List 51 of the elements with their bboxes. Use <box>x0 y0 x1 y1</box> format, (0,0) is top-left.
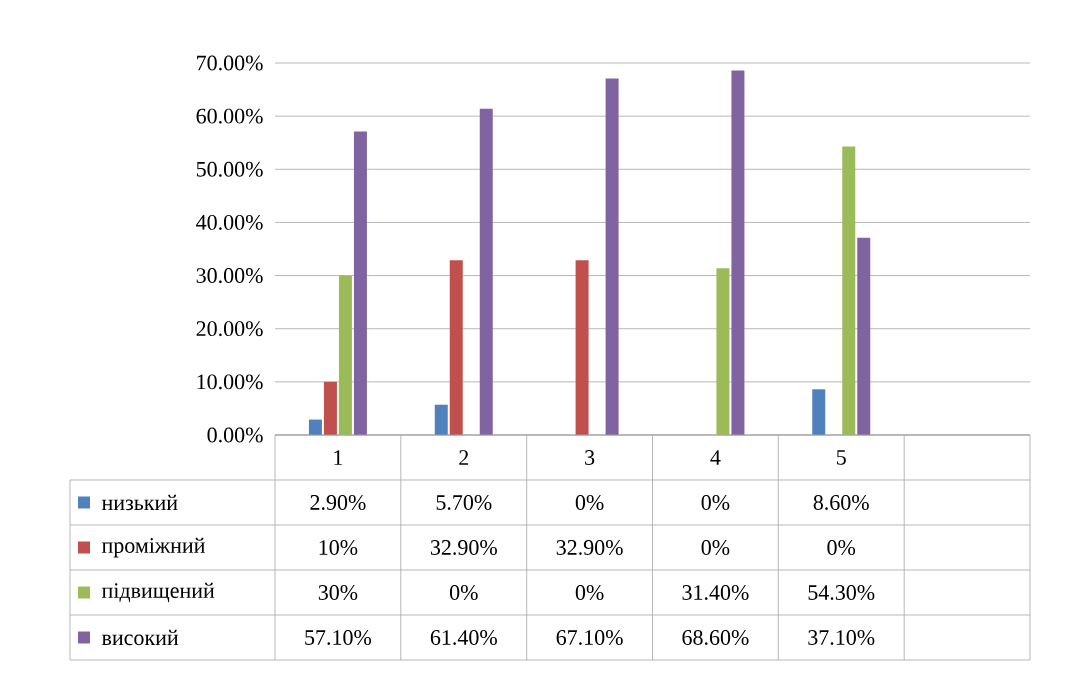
data-label: 37.10% <box>808 630 875 645</box>
data-label: 2.90% <box>310 495 366 510</box>
x-tick-label: 5 <box>837 450 846 465</box>
data-label: 68.60% <box>682 630 749 645</box>
data-label: 0% <box>449 585 478 600</box>
data-label: 5.70% <box>436 495 492 510</box>
bar <box>857 237 871 435</box>
data-label: 0% <box>575 495 604 510</box>
bar <box>812 389 826 435</box>
legend-label: високий <box>101 629 179 646</box>
bar <box>449 260 463 435</box>
bar <box>575 260 589 435</box>
bar <box>731 70 745 435</box>
y-tick-label: 50.00% <box>196 161 263 177</box>
data-label: 0% <box>575 585 604 600</box>
y-tick-label: 20.00% <box>196 321 263 337</box>
data-label: 0% <box>827 540 856 555</box>
data-label: 57.10% <box>305 630 372 645</box>
bar <box>323 381 337 435</box>
data-label: 30% <box>318 585 358 600</box>
y-tick-label: 0.00% <box>207 427 263 443</box>
y-tick-label: 40.00% <box>196 214 263 230</box>
x-tick-label: 4 <box>710 450 721 465</box>
data-label: 0% <box>701 495 730 510</box>
x-tick-label: 2 <box>459 450 469 465</box>
x-tick-label: 1 <box>334 450 343 465</box>
bar <box>605 78 619 435</box>
legend-label: низький <box>101 494 178 511</box>
y-tick-label: 30.00% <box>196 268 263 284</box>
y-tick-label: 60.00% <box>196 108 263 124</box>
data-label: 8.60% <box>813 495 869 510</box>
legend-label: підвищений <box>101 582 215 603</box>
data-label: 10% <box>319 540 358 555</box>
bar <box>434 404 448 435</box>
data-label: 0% <box>701 540 730 555</box>
data-label: 32.90% <box>556 540 623 555</box>
y-tick-label: 70.00% <box>197 55 263 71</box>
data-label: 67.10% <box>556 630 623 645</box>
bar <box>842 146 856 435</box>
bar <box>338 275 352 435</box>
y-tick-label: 10.00% <box>197 374 263 390</box>
data-label: 31.40% <box>682 585 749 600</box>
bar <box>353 131 367 435</box>
data-label: 61.40% <box>430 630 497 645</box>
legend-label: проміжний <box>101 537 205 558</box>
bar <box>716 268 730 435</box>
bar <box>479 108 493 435</box>
data-label: 32.90% <box>430 540 497 555</box>
data-label: 54.30% <box>808 585 875 600</box>
x-tick-label: 3 <box>585 450 595 465</box>
bar <box>308 419 322 435</box>
